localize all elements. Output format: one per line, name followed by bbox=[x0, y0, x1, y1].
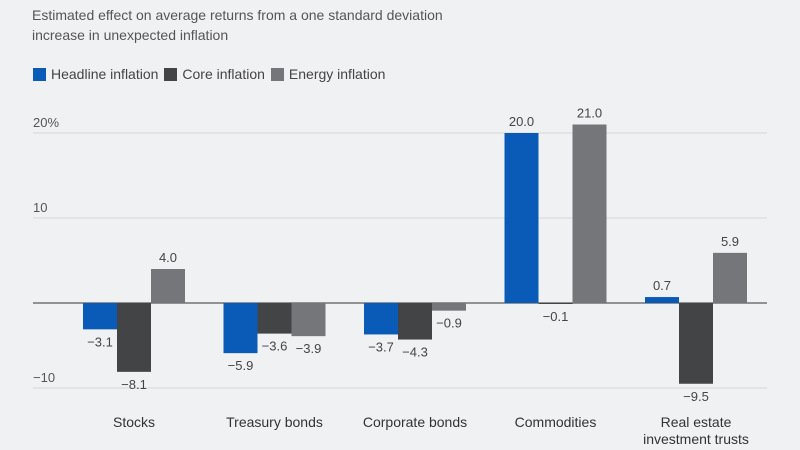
y-tick-label: 20% bbox=[33, 115, 59, 130]
x-tick-label: Real estate bbox=[661, 414, 732, 430]
legend-swatch-energy bbox=[270, 67, 284, 81]
legend-label-core: Core inflation bbox=[182, 66, 265, 82]
bar bbox=[713, 252, 747, 303]
legend: Headline inflation Core inflation Energy… bbox=[33, 66, 391, 82]
legend-label-energy: Energy inflation bbox=[288, 66, 386, 82]
bar bbox=[504, 133, 539, 303]
x-tick-label: Commodities bbox=[515, 414, 597, 430]
bar bbox=[291, 303, 326, 337]
data-label: −5.9 bbox=[228, 358, 254, 373]
x-tick-label: Treasury bonds bbox=[226, 414, 323, 430]
bar bbox=[364, 303, 398, 335]
legend-item-core: Core inflation bbox=[164, 66, 265, 82]
bar bbox=[83, 303, 117, 330]
bar bbox=[679, 303, 713, 384]
data-label: −0.1 bbox=[543, 309, 569, 324]
y-tick-label: 10 bbox=[33, 200, 47, 215]
legend-item-headline: Headline inflation bbox=[33, 66, 158, 82]
legend-item-energy: Energy inflation bbox=[270, 66, 386, 82]
bar bbox=[257, 303, 292, 334]
data-label: 21.0 bbox=[577, 106, 602, 121]
data-label: −0.9 bbox=[436, 316, 462, 331]
x-tick-label: Corporate bonds bbox=[363, 414, 467, 430]
bar bbox=[572, 124, 607, 303]
bar bbox=[538, 303, 573, 304]
data-label: −3.6 bbox=[262, 339, 288, 354]
bar bbox=[223, 303, 258, 354]
bar bbox=[151, 269, 185, 303]
bar bbox=[432, 303, 466, 311]
data-label: 4.0 bbox=[159, 250, 177, 265]
data-label: −3.9 bbox=[296, 341, 322, 356]
data-label: −3.7 bbox=[368, 339, 394, 354]
data-label: 5.9 bbox=[721, 234, 739, 249]
data-label: 20.0 bbox=[509, 114, 534, 129]
data-label: 0.7 bbox=[653, 278, 671, 293]
data-label: −8.1 bbox=[121, 377, 147, 392]
y-tick-label: −10 bbox=[33, 370, 55, 385]
data-label: −3.1 bbox=[87, 334, 113, 349]
legend-label-headline: Headline inflation bbox=[51, 66, 159, 82]
chart-subtitle: Estimated effect on average returns from… bbox=[32, 7, 443, 43]
data-label: −9.5 bbox=[683, 389, 709, 404]
bar bbox=[117, 303, 151, 372]
bar bbox=[645, 297, 679, 303]
x-tick-label: investment trusts bbox=[643, 431, 749, 447]
legend-swatch-headline bbox=[33, 67, 46, 81]
legend-swatch-core bbox=[164, 67, 178, 81]
data-label: −4.3 bbox=[402, 345, 428, 360]
bar bbox=[398, 303, 432, 340]
x-tick-label: Stocks bbox=[113, 414, 155, 430]
